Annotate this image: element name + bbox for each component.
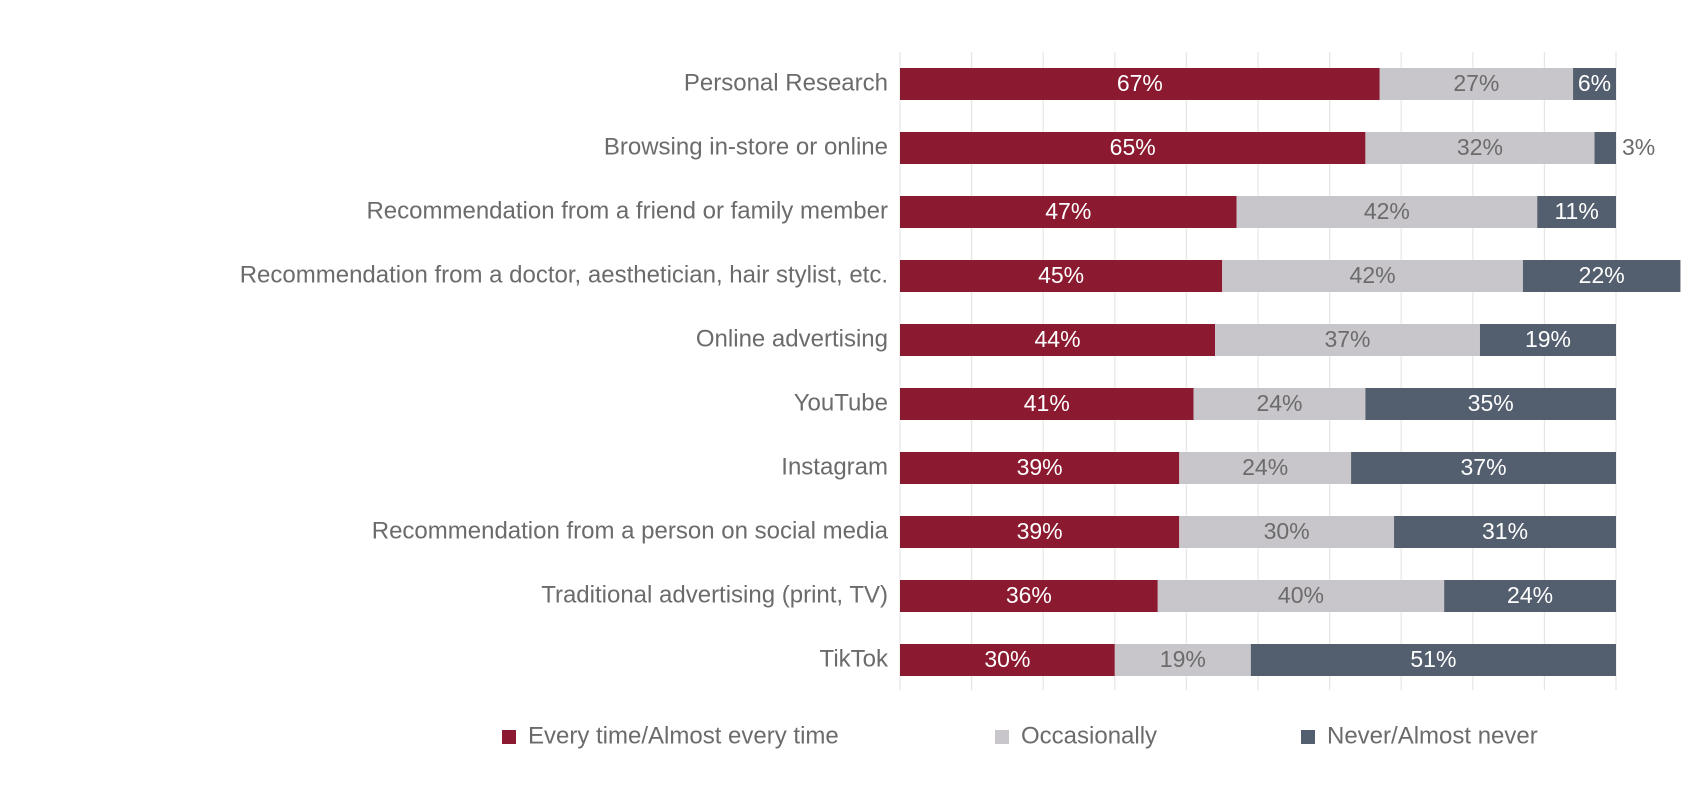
bar-segment (900, 196, 1237, 228)
data-label: 24% (1242, 454, 1288, 480)
legend-label: Every time/Almost every time (528, 722, 839, 749)
data-label: 65% (1110, 134, 1156, 160)
bar-segment (900, 644, 1115, 676)
bar-segment (1379, 68, 1574, 100)
data-label: 19% (1525, 326, 1571, 352)
data-label: 19% (1160, 646, 1206, 672)
legend-label: Never/Almost never (1327, 722, 1538, 749)
bar-segment (1193, 388, 1366, 420)
bar-segment (1157, 580, 1445, 612)
bar-segment (900, 580, 1158, 612)
category-label: Instagram (781, 453, 888, 480)
data-label: 30% (1264, 518, 1310, 544)
bar-segment (900, 324, 1216, 356)
bar-segment (900, 68, 1380, 100)
bar-segment (1479, 324, 1616, 356)
bar-segment (900, 452, 1180, 484)
bar-segment (900, 388, 1194, 420)
bar-segment (1250, 644, 1616, 676)
data-label: 40% (1278, 582, 1324, 608)
data-label: 27% (1453, 70, 1499, 96)
legend-swatch (1301, 730, 1315, 744)
data-label: 24% (1256, 390, 1302, 416)
data-label: 47% (1045, 198, 1091, 224)
bar-segment (1522, 260, 1681, 292)
data-label: 37% (1461, 454, 1507, 480)
data-label: 35% (1468, 390, 1514, 416)
bar-segment (1215, 324, 1480, 356)
bar-segment (1179, 516, 1395, 548)
data-label: 30% (984, 646, 1030, 672)
bar-segment (1537, 196, 1616, 228)
bar-segment (900, 132, 1366, 164)
bar-segment (900, 260, 1223, 292)
category-label: YouTube (794, 389, 888, 416)
bar-segment (1179, 452, 1352, 484)
category-label: Recommendation from a doctor, aesthetici… (240, 261, 888, 288)
legend-swatch (995, 730, 1009, 744)
category-label: TikTok (820, 645, 889, 672)
data-label: 44% (1034, 326, 1080, 352)
bar-segment (1114, 644, 1251, 676)
data-label: 37% (1324, 326, 1370, 352)
data-label: 3% (1622, 134, 1655, 160)
data-label: 45% (1038, 262, 1084, 288)
data-label: 32% (1457, 134, 1503, 160)
data-label: 42% (1350, 262, 1396, 288)
bar-segment (1222, 260, 1523, 292)
data-label: 31% (1482, 518, 1528, 544)
legend-label: Occasionally (1021, 722, 1157, 749)
data-label: 41% (1024, 390, 1070, 416)
data-label: 11% (1554, 198, 1598, 224)
bar-segment (1444, 580, 1616, 612)
category-label: Personal Research (684, 69, 888, 96)
bar-segment (1573, 68, 1616, 100)
data-label: 67% (1117, 70, 1163, 96)
data-label: 24% (1507, 582, 1553, 608)
bar-segment (900, 516, 1180, 548)
bar-segment (1394, 516, 1616, 548)
bar-segment (1365, 388, 1616, 420)
category-label: Browsing in-store or online (604, 133, 888, 160)
bar-segment (1594, 132, 1616, 164)
category-label: Recommendation from a friend or family m… (366, 197, 888, 224)
legend-swatch (502, 730, 516, 744)
data-label: 22% (1579, 262, 1625, 288)
bar-segment (1351, 452, 1616, 484)
data-label: 39% (1017, 518, 1063, 544)
data-label: 51% (1410, 646, 1456, 672)
data-label: 39% (1017, 454, 1063, 480)
category-label: Online advertising (696, 325, 888, 352)
category-label: Traditional advertising (print, TV) (541, 581, 888, 608)
bar-segment (1236, 196, 1538, 228)
category-label: Recommendation from a person on social m… (372, 517, 889, 544)
bar-segment (1365, 132, 1595, 164)
data-label: 36% (1006, 582, 1052, 608)
data-label: 42% (1364, 198, 1410, 224)
data-label: 6% (1578, 70, 1611, 96)
